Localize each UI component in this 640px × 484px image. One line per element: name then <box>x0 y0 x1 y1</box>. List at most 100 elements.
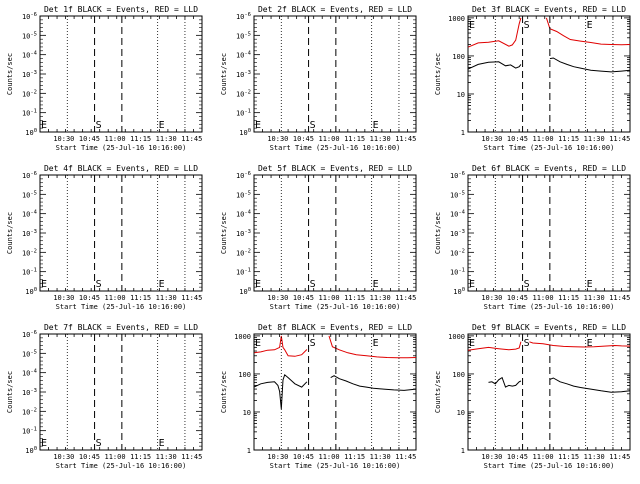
end-marker-label: E <box>587 20 593 31</box>
y-tick-label: 1 <box>247 447 251 455</box>
y-tick-label: 10-4 <box>450 210 466 219</box>
x-tick-label: 11:00 <box>104 453 125 461</box>
x-tick-label: 10:30 <box>267 294 288 302</box>
y-tick-label: 10-3 <box>22 388 37 397</box>
end-marker-label: E <box>159 438 165 449</box>
end-marker-label: E <box>159 120 165 131</box>
x-axis-title: Start Time (25-Jul-16 10:16:00) <box>484 144 615 152</box>
x-tick-label: 11:45 <box>181 453 202 461</box>
y-tick-label: 10-2 <box>450 248 465 257</box>
end-marker-label: E <box>255 279 261 290</box>
y-tick-label: 10-3 <box>22 229 37 238</box>
y-tick-label: 10-4 <box>22 51 38 60</box>
x-tick-label: 11:45 <box>609 294 630 302</box>
x-axis-title: Start Time (25-Jul-16 10:16:00) <box>270 144 401 152</box>
x-tick-label: 10:45 <box>293 453 314 461</box>
panel-title: Det 9f BLACK = Events, RED = LLD <box>472 323 626 332</box>
plot-frame <box>39 333 203 451</box>
y-tick-label: 10-1 <box>450 268 465 277</box>
x-tick-label: 11:15 <box>130 135 151 143</box>
panel-title: Det 4f BLACK = Events, RED = LLD <box>44 164 198 173</box>
x-axis-title: Start Time (25-Jul-16 10:16:00) <box>56 462 187 470</box>
end-marker-label: E <box>469 20 475 31</box>
panel-title: Det 7f BLACK = Events, RED = LLD <box>44 323 198 332</box>
end-marker-label: E <box>41 120 47 131</box>
y-tick-label: 10-4 <box>236 210 252 219</box>
x-tick-label: 11:45 <box>395 453 416 461</box>
y-axis-title: Counts/sec <box>6 53 14 95</box>
x-tick-label: 11:15 <box>344 135 365 143</box>
x-tick-label: 10:45 <box>79 294 100 302</box>
y-tick-label: 100 <box>25 446 37 455</box>
y-tick-label: 10-5 <box>236 31 251 40</box>
panel-det-8f: Det 8f BLACK = Events, RED = LLD 1 10 100 10… <box>220 323 417 470</box>
panel-det-6f: Det 6f BLACK = Events, RED = LLD 100 10-1 1… <box>434 164 631 311</box>
x-tick-label: 11:30 <box>370 453 391 461</box>
x-tick-label: 11:45 <box>395 135 416 143</box>
y-tick-label: 10-3 <box>22 70 37 79</box>
panel-title: Det 6f BLACK = Events, RED = LLD <box>472 164 626 173</box>
plot-frame <box>467 333 631 451</box>
x-tick-label: 11:30 <box>584 294 605 302</box>
start-marker-label: S <box>310 120 316 131</box>
y-tick-label: 100 <box>452 371 465 379</box>
end-marker-label: E <box>373 279 379 290</box>
lld-series-line <box>328 335 417 359</box>
x-tick-label: 11:45 <box>609 453 630 461</box>
y-tick-label: 10-5 <box>22 31 37 40</box>
x-tick-label: 10:30 <box>53 294 74 302</box>
panel-title: Det 8f BLACK = Events, RED = LLD <box>258 323 412 332</box>
y-tick-label: 1 <box>461 129 465 137</box>
start-marker-label: S <box>96 120 102 131</box>
y-tick-label: 100 <box>452 53 465 61</box>
y-tick-label: 10-2 <box>22 248 37 257</box>
y-tick-label: 10-5 <box>450 190 465 199</box>
y-tick-label: 10-1 <box>236 268 251 277</box>
x-tick-label: 11:45 <box>609 135 630 143</box>
y-tick-label: 10-6 <box>22 330 37 339</box>
y-tick-label: 10-6 <box>236 171 251 180</box>
x-axis-title: Start Time (25-Jul-16 10:16:00) <box>56 144 187 152</box>
start-marker-label: S <box>96 279 102 290</box>
x-axis-title: Start Time (25-Jul-16 10:16:00) <box>56 303 187 311</box>
panel-title: Det 2f BLACK = Events, RED = LLD <box>258 5 412 14</box>
end-marker-label: E <box>255 338 261 349</box>
events-series-line <box>330 375 417 391</box>
x-tick-label: 10:45 <box>507 453 528 461</box>
x-tick-label: 11:15 <box>558 453 579 461</box>
y-tick-label: 10-1 <box>236 109 251 118</box>
lld-series-line <box>529 341 631 348</box>
x-tick-label: 11:30 <box>370 135 391 143</box>
y-tick-label: 10-6 <box>22 12 37 21</box>
y-axis-title: Counts/sec <box>434 212 442 254</box>
plot-frame <box>467 15 631 133</box>
plot-frame <box>467 174 631 292</box>
x-tick-label: 10:30 <box>53 135 74 143</box>
y-tick-label: 10-6 <box>450 171 465 180</box>
x-tick-label: 11:15 <box>558 135 579 143</box>
plot-frame <box>253 174 417 292</box>
y-tick-label: 100 <box>453 287 465 296</box>
y-axis-title: Counts/sec <box>434 371 442 413</box>
y-tick-label: 1000 <box>448 333 465 341</box>
end-marker-label: E <box>373 120 379 131</box>
y-tick-label: 100 <box>25 287 37 296</box>
x-tick-label: 11:30 <box>156 135 177 143</box>
plot-frame <box>39 174 203 292</box>
y-tick-label: 10-4 <box>22 210 38 219</box>
events-series-line <box>549 377 631 393</box>
y-tick-label: 1000 <box>234 333 251 341</box>
end-marker-label: E <box>255 120 261 131</box>
x-axis-title: Start Time (25-Jul-16 10:16:00) <box>270 462 401 470</box>
end-marker-label: E <box>373 338 379 349</box>
panel-title: Det 3f BLACK = Events, RED = LLD <box>472 5 626 14</box>
y-axis-title: Counts/sec <box>220 371 228 413</box>
end-marker-label: E <box>469 279 475 290</box>
x-tick-label: 10:45 <box>293 135 314 143</box>
x-tick-label: 11:00 <box>318 294 339 302</box>
y-tick-label: 10-5 <box>22 349 37 358</box>
y-tick-label: 10-2 <box>236 89 251 98</box>
events-series-line <box>253 373 308 410</box>
x-tick-label: 10:30 <box>481 294 502 302</box>
x-tick-label: 11:30 <box>370 294 391 302</box>
